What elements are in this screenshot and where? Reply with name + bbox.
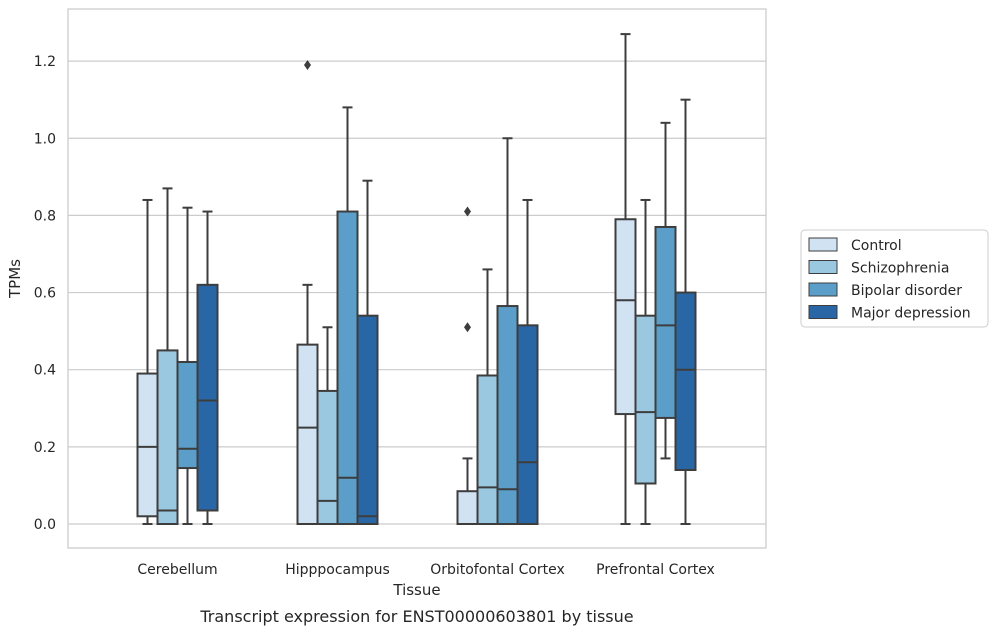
box-groups — [136, 33, 697, 526]
box-0-2 — [456, 206, 479, 525]
box-0-0 — [136, 198, 159, 525]
box-1-1 — [316, 326, 339, 526]
y-tick-label: 1.0 — [34, 131, 56, 147]
box-3-0 — [196, 210, 219, 525]
x-tick-label: Cerebellum — [137, 562, 217, 578]
plot-frame — [67, 8, 767, 549]
box-iqr — [456, 490, 479, 525]
legend-label: Schizophrenia — [851, 261, 949, 277]
legend-label: Major depression — [851, 306, 971, 322]
y-tick-label: 0.6 — [34, 286, 56, 302]
legend-swatch — [808, 237, 838, 252]
box-2-2 — [496, 137, 519, 525]
box-iqr — [614, 218, 637, 416]
box-3-1 — [356, 179, 379, 525]
x-tick-label: Orbitofontal Cortex — [430, 562, 565, 578]
outlier-point — [464, 206, 471, 217]
outlier-point — [464, 322, 471, 333]
box-1-0 — [156, 187, 179, 525]
outlier-point — [304, 59, 311, 70]
y-tick-label: 0.4 — [34, 363, 56, 379]
x-tick-label: Hipppocampus — [285, 562, 390, 578]
box-iqr — [156, 349, 179, 525]
legend: Control Schizophrenia Bipolar disorder Majo… — [800, 229, 989, 328]
box-iqr — [674, 291, 697, 471]
box-0-3 — [614, 33, 637, 525]
y-axis-label: TPMs — [6, 259, 24, 299]
y-tick-label: 0.0 — [34, 517, 56, 533]
box-iqr — [196, 283, 219, 512]
box-iqr — [356, 314, 379, 525]
legend-label: Control — [851, 238, 902, 254]
box-2-0 — [176, 206, 199, 525]
box-iqr — [516, 324, 539, 525]
x-tick-labels: Cerebellum Hipppocampus Orbitofontal Corte… — [137, 562, 714, 578]
y-tick-label: 1.2 — [34, 54, 56, 70]
legend-swatch — [808, 282, 838, 297]
x-tick-label: Prefrontal Cortex — [596, 562, 715, 578]
x-axis-label: Tissue — [392, 581, 440, 599]
y-tick-labels: 0.0 0.2 0.4 0.6 0.8 1.0 1.2 — [34, 54, 56, 533]
box-iqr — [496, 305, 519, 525]
chart-caption: Transcript expression for ENST0000060380… — [199, 607, 633, 626]
box-iqr — [634, 314, 657, 485]
legend-label: Bipolar disorder — [851, 283, 962, 299]
box-iqr — [476, 374, 499, 525]
box-iqr — [296, 343, 319, 525]
y-tick-label: 0.8 — [34, 208, 56, 224]
box-iqr — [136, 372, 159, 518]
y-tick-label: 0.2 — [34, 440, 56, 456]
box-iqr — [654, 225, 677, 419]
box-3-2 — [516, 198, 539, 525]
box-iqr — [176, 360, 199, 470]
legend-swatch — [808, 305, 838, 319]
box-3-3 — [674, 98, 697, 525]
box-2-1 — [336, 106, 359, 525]
box-iqr — [316, 389, 339, 526]
legend-frame — [800, 229, 989, 328]
legend-swatch — [808, 260, 838, 274]
